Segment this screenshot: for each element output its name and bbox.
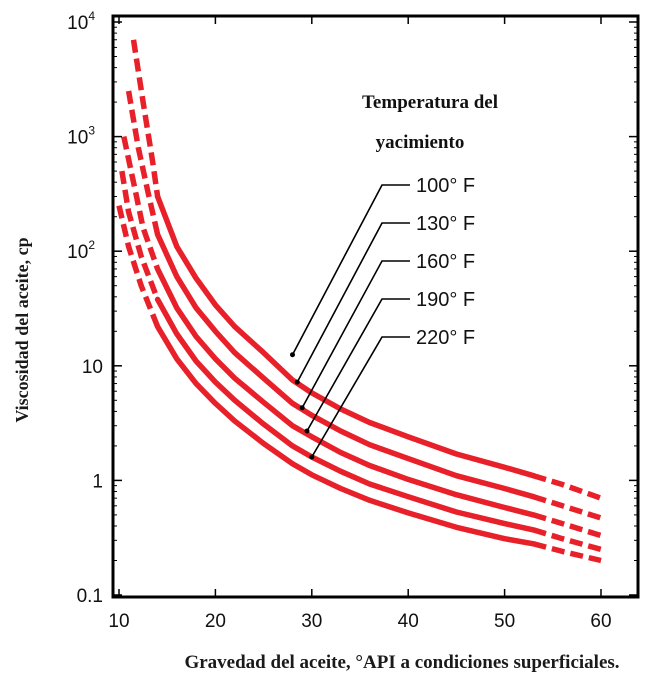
series-line-dashed-start xyxy=(116,204,161,328)
series-line-dashed-start xyxy=(121,136,161,270)
legend-entry-label: 160° F xyxy=(416,251,475,273)
legend-pointer-line xyxy=(306,298,410,432)
series-line-dashed-end xyxy=(532,541,602,564)
legend-entry-label: 100° F xyxy=(416,175,475,197)
legend-pointer-line xyxy=(301,260,410,409)
series-line-solid xyxy=(154,296,537,533)
x-tick-label: 40 xyxy=(398,611,419,632)
y-tick-label: 102 xyxy=(67,238,95,263)
y-tick-label: 0.1 xyxy=(77,586,103,607)
series-line-dashed-start xyxy=(119,170,161,301)
series-line-solid xyxy=(154,323,537,547)
y-axis-title: Viscosidad del aceite, cp xyxy=(12,237,32,422)
series-line-dashed-end xyxy=(532,494,602,521)
x-tick-label: 10 xyxy=(108,611,129,632)
series-line-dashed-start xyxy=(130,39,161,197)
y-tick-label: 10 xyxy=(82,357,103,378)
x-axis-ticks: 10 20 30 40 50 60 xyxy=(108,16,612,632)
x-tick-label: 60 xyxy=(590,611,611,632)
y-tick-label: 104 xyxy=(67,9,95,34)
series-100° F xyxy=(130,39,602,501)
series-190° F xyxy=(119,170,602,553)
x-axis-title: Gravedad del aceite, °API a condiciones … xyxy=(184,652,619,673)
series-line-solid xyxy=(154,193,537,479)
legend-pointer-line xyxy=(311,336,410,458)
series-line-solid xyxy=(154,266,537,518)
series-220° F xyxy=(116,204,602,564)
plot-frame xyxy=(111,14,640,599)
series-line-dashed-end xyxy=(532,512,602,539)
x-tick-label: 30 xyxy=(301,611,322,632)
legend-entry-label: 190° F xyxy=(416,289,475,311)
y-axis-ticks: 0.1 1 10 102 103 104 xyxy=(67,9,638,607)
legend-pointer-dot xyxy=(304,428,310,434)
legend-title-line-1: Temperatura del xyxy=(362,92,498,113)
series-130° F xyxy=(125,90,602,521)
legend-pointer-line xyxy=(291,184,410,356)
y-tick-label: 103 xyxy=(67,124,95,149)
series-160° F xyxy=(121,136,602,539)
legend-pointers-layer xyxy=(290,184,410,460)
legend-pointer-dot xyxy=(294,379,300,385)
x-tick-label: 50 xyxy=(494,611,515,632)
x-tick-label: 20 xyxy=(205,611,226,632)
legend-title-line-2: yacimiento xyxy=(376,132,465,153)
legend-entry-label: 130° F xyxy=(416,213,475,235)
series-line-dashed-end xyxy=(532,473,602,501)
legend-pointer-dot xyxy=(309,454,315,460)
legend-entry-label: 220° F xyxy=(416,327,475,349)
legend-pointer-dot xyxy=(290,352,295,358)
legend-pointer-line xyxy=(296,222,410,383)
series-line-dashed-start xyxy=(125,90,161,236)
legend-pointer-dot xyxy=(299,405,305,411)
legend: Temperatura del yacimiento 100° F 130° F 1… xyxy=(362,92,498,349)
y-tick-label: 1 xyxy=(92,471,103,492)
series-line-dashed-end xyxy=(532,527,602,553)
